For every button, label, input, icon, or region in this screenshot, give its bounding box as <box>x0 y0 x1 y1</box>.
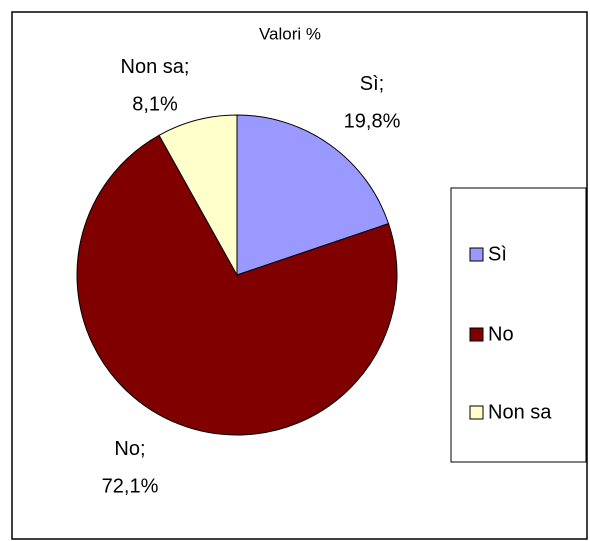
legend-label: Non sa <box>488 401 552 423</box>
slice-label: No; <box>114 438 145 460</box>
legend-swatch <box>469 247 484 262</box>
legend-swatch <box>469 405 484 420</box>
legend-label: No <box>488 323 514 345</box>
slice-value-label: 72,1% <box>102 475 159 497</box>
slice-category: Sì <box>360 73 379 95</box>
label-separator: ; <box>379 73 385 95</box>
slice-value-label: 19,8% <box>344 110 401 132</box>
legend-swatch <box>469 327 484 342</box>
label-separator: ; <box>184 56 190 78</box>
pie-slice <box>158 114 238 277</box>
pie-slice <box>236 114 390 276</box>
label-separator: ; <box>140 438 146 460</box>
pie-slice <box>76 134 398 436</box>
chart-title: Valori % <box>259 24 321 43</box>
slice-value-label: 8,1% <box>132 93 178 115</box>
slice-category: No <box>114 438 140 460</box>
slice-category: Non sa <box>121 56 185 78</box>
legend-label: Sì <box>488 243 507 265</box>
slice-label: Non sa; <box>121 56 190 78</box>
slice-label: Sì; <box>360 73 384 95</box>
